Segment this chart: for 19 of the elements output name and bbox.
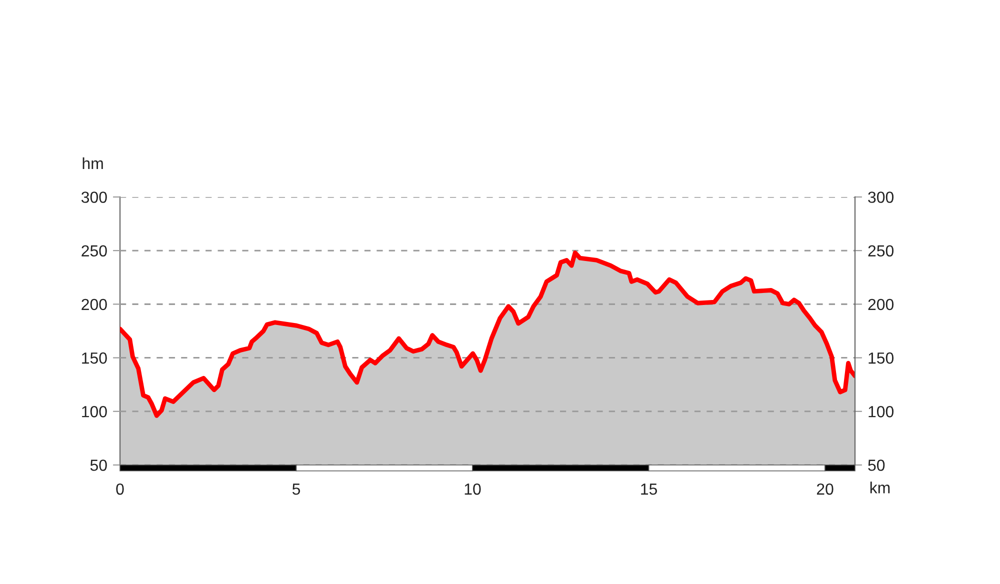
y-axis-title: hm <box>82 157 103 169</box>
x-axis-title: km <box>870 482 890 494</box>
x-tick-label: 5 <box>292 484 300 495</box>
y-tick-label: 100 <box>82 406 107 418</box>
x-tick-label: 20 <box>816 483 834 495</box>
y2-tick-label: 200 <box>868 298 894 310</box>
y2-tick-label: 150 <box>868 352 894 364</box>
y2-tick-label: 100 <box>868 406 894 418</box>
y-tick-label: 250 <box>82 245 107 257</box>
y-tick-label: 150 <box>82 352 107 364</box>
x-tick-label: 0 <box>116 483 124 495</box>
y-tick-label: 300 <box>81 192 107 203</box>
y2-tick-label: 50 <box>868 460 885 471</box>
y2-tick-label: 250 <box>868 245 894 257</box>
y-tick-label: 50 <box>90 460 107 471</box>
x-tick-label: 15 <box>641 484 657 495</box>
y-tick-label: 200 <box>82 298 107 310</box>
x-tick-label: 10 <box>464 483 481 495</box>
y2-tick-label: 300 <box>868 192 894 203</box>
